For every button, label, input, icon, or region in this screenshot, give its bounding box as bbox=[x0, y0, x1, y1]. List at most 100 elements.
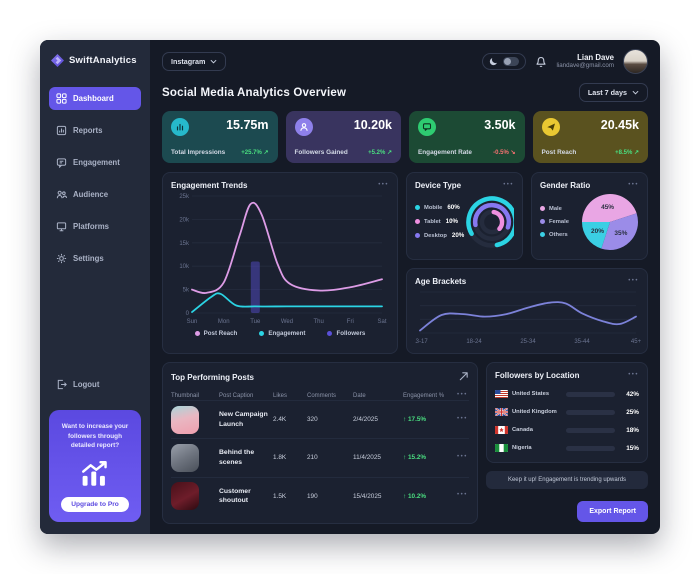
post-thumbnail bbox=[171, 405, 199, 434]
legend-engagement: Engagement bbox=[259, 330, 305, 337]
kpi-value: 3.50k bbox=[484, 118, 516, 132]
upgrade-promo-card: Want to increase your followers through … bbox=[49, 410, 141, 522]
table-row[interactable]: Customer shoutout 1.5K 190 15/4/2025 ↑ 1… bbox=[171, 476, 469, 515]
age-brackets-chart: 13-17 18-24 25-34 35-44 45+ bbox=[415, 291, 642, 345]
svg-text:Tue: Tue bbox=[250, 319, 261, 325]
devices-icon bbox=[56, 222, 67, 232]
chat-bubble-icon bbox=[418, 118, 436, 136]
col-comments: Comments bbox=[307, 393, 337, 399]
svg-text:13-17: 13-17 bbox=[415, 339, 428, 345]
sidebar-item-platforms[interactable]: Platforms bbox=[49, 215, 141, 238]
svg-text:25-34: 25-34 bbox=[520, 339, 536, 345]
more-options-icon[interactable]: ••• bbox=[378, 181, 389, 188]
notifications-button[interactable] bbox=[535, 55, 547, 68]
share-button[interactable] bbox=[458, 371, 469, 384]
us-flag-icon bbox=[495, 390, 508, 398]
user-info: Lian Dave liandave@gmail.com bbox=[556, 53, 614, 70]
sidebar-item-label: Engagement bbox=[73, 158, 120, 167]
topbar: Instagram Lian Dave liandave@gmail.com bbox=[162, 49, 648, 74]
post-date: 15/4/2025 bbox=[353, 492, 382, 500]
post-engagement: ↑ 15.2% bbox=[403, 454, 427, 462]
row-menu-icon[interactable]: ••• bbox=[457, 453, 468, 460]
logo-icon bbox=[51, 54, 64, 67]
svg-text:45+: 45+ bbox=[631, 339, 642, 345]
location-row-uk: United Kingdom 25% bbox=[495, 408, 639, 416]
kpi-value: 15.75m bbox=[226, 118, 269, 132]
panel-title: Top Performing Posts bbox=[171, 373, 254, 382]
location-pct: 42% bbox=[626, 390, 639, 398]
logo: SwiftAnalytics bbox=[49, 54, 141, 67]
panel-title: Gender Ratio bbox=[540, 181, 591, 190]
post-likes: 2.4K bbox=[273, 416, 287, 424]
post-caption: Behind the scenes bbox=[219, 449, 255, 466]
sidebar-item-logout[interactable]: Logout bbox=[49, 373, 141, 396]
upgrade-pro-button[interactable]: Upgrade to Pro bbox=[61, 497, 129, 512]
kpi-value: 10.20k bbox=[353, 118, 392, 132]
table-row[interactable]: New Campaign Launch 2.4K 320 2/4/2025 ↑ … bbox=[171, 400, 469, 438]
engagement-trends-chart: 0 5k 10k 15k 20k 25k Sun Mon Tue Wed Thu Fri Sat bbox=[179, 194, 387, 325]
svg-text:Sun: Sun bbox=[187, 319, 198, 325]
sidebar-item-reports[interactable]: Reports bbox=[49, 119, 141, 142]
bar-chart-icon bbox=[171, 118, 189, 136]
legend-desktop: Desktop 20% bbox=[415, 232, 464, 239]
more-options-icon[interactable]: ••• bbox=[503, 181, 514, 188]
svg-text:45%: 45% bbox=[601, 203, 614, 210]
export-report-button[interactable]: Export Report bbox=[577, 501, 648, 522]
kpi-post-reach: 20.45k Post Reach +8.5% ↗ bbox=[532, 111, 648, 163]
kpi-trend: +25.7% ↗ bbox=[241, 150, 269, 156]
theme-switch-knob bbox=[504, 58, 512, 65]
svg-text:35%: 35% bbox=[614, 229, 627, 236]
legend-mobile: Mobile 60% bbox=[415, 204, 464, 211]
location-label: United Kingdom bbox=[512, 409, 557, 415]
svg-text:18-24: 18-24 bbox=[466, 339, 482, 345]
platform-selector[interactable]: Instagram bbox=[162, 52, 227, 71]
svg-text:20k: 20k bbox=[179, 217, 190, 223]
svg-text:0: 0 bbox=[186, 311, 190, 317]
engagement-trends-panel: Engagement Trends ••• 0 5k 10k 15k 20k 25k Sun… bbox=[162, 172, 398, 354]
col-thumbnail: Thumbnail bbox=[171, 393, 200, 399]
bottom-row: Top Performing Posts Thumbnail Post Capt… bbox=[162, 362, 648, 524]
top-posts-panel: Top Performing Posts Thumbnail Post Capt… bbox=[162, 362, 478, 524]
charts-row: Engagement Trends ••• 0 5k 10k 15k 20k 25k Sun… bbox=[162, 172, 648, 354]
row-menu-icon[interactable]: ••• bbox=[457, 492, 468, 499]
theme-switch-track[interactable] bbox=[503, 57, 520, 66]
growth-chart-icon bbox=[82, 461, 107, 486]
post-comments: 320 bbox=[307, 416, 318, 424]
post-thumbnail bbox=[171, 482, 199, 511]
date-range-selector[interactable]: Last 7 days bbox=[578, 83, 648, 102]
theme-toggle[interactable] bbox=[482, 53, 527, 70]
panel-title: Engagement Trends bbox=[171, 181, 248, 190]
sidebar-item-audience[interactable]: Audience bbox=[49, 183, 141, 206]
sidebar-item-engagement[interactable]: Engagement bbox=[49, 151, 141, 174]
more-options-icon[interactable]: ••• bbox=[628, 371, 639, 378]
kpi-followers-gained: 10.20k Followers Gained +5.2% ↗ bbox=[285, 111, 401, 163]
location-bar bbox=[566, 427, 615, 433]
promo-text: Want to increase your followers through … bbox=[61, 423, 129, 450]
svg-text:35-44: 35-44 bbox=[574, 339, 590, 345]
more-options-icon[interactable]: ••• bbox=[628, 181, 639, 188]
table-row[interactable]: Behind the scenes 1.8K 210 11/4/2025 ↑ 1… bbox=[171, 438, 469, 476]
location-pct: 15% bbox=[626, 444, 639, 452]
moon-icon bbox=[490, 58, 498, 66]
people-icon bbox=[56, 190, 67, 199]
kpi-trend: +8.5% ↗ bbox=[615, 150, 639, 156]
post-likes: 1.5K bbox=[273, 492, 287, 500]
sidebar-item-settings[interactable]: Settings bbox=[49, 247, 141, 270]
svg-text:Mon: Mon bbox=[218, 319, 230, 325]
row-menu-icon[interactable]: ••• bbox=[457, 415, 468, 422]
post-caption: New Campaign Launch bbox=[219, 411, 268, 428]
more-options-icon[interactable]: ••• bbox=[628, 277, 639, 284]
sidebar: SwiftAnalytics Dashboard Reports Engagem… bbox=[40, 40, 150, 534]
avatar[interactable] bbox=[623, 49, 648, 74]
post-engagement: ↑ 10.2% bbox=[403, 492, 427, 500]
post-comments: 210 bbox=[307, 454, 318, 462]
kpi-label: Followers Gained bbox=[294, 149, 348, 156]
main-content: Instagram Lian Dave liandave@gmail.com bbox=[150, 40, 660, 534]
kpi-total-impressions: 15.75m Total Impressions +25.7% ↗ bbox=[162, 111, 278, 163]
panel-title: Device Type bbox=[415, 181, 462, 190]
col-likes: Likes bbox=[273, 393, 288, 399]
kpi-value: 20.45k bbox=[600, 118, 639, 132]
svg-text:Wed: Wed bbox=[281, 319, 293, 325]
age-brackets-panel: Age Brackets ••• 13-17 18-24 25-34 35-44 45+ bbox=[406, 268, 648, 354]
sidebar-item-dashboard[interactable]: Dashboard bbox=[49, 87, 141, 110]
